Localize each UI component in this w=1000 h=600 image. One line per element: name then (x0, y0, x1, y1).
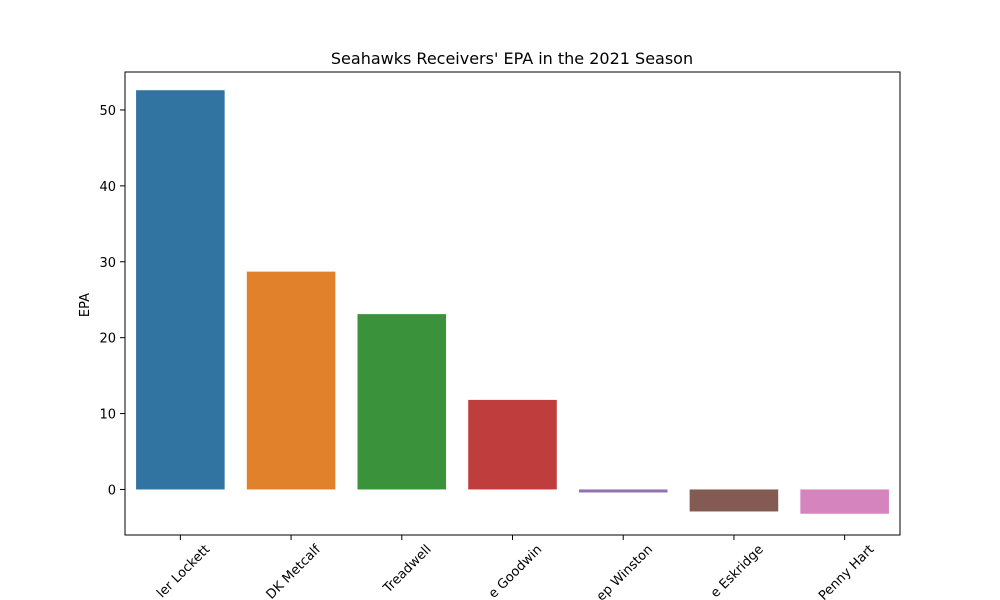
bar-5 (689, 489, 779, 512)
x-tick-label: Treadwell (380, 542, 435, 597)
x-tick-label: ler Lockett (154, 542, 213, 600)
y-tick-label: 0 (108, 483, 116, 498)
x-tick-label: e Eskridge (708, 542, 767, 600)
y-ticks: 0 10 20 30 40 50 (99, 104, 125, 498)
bar-0 (136, 90, 225, 490)
plot-frame (124, 71, 901, 536)
chart-title: Seahawks Receivers' EPA in the 2021 Seas… (331, 49, 693, 68)
y-tick-label: 50 (99, 104, 116, 119)
bar-6 (800, 489, 889, 514)
y-tick-label: 20 (99, 332, 116, 347)
bar-4 (578, 489, 668, 493)
y-tick-label: 30 (99, 256, 116, 271)
bars-layer (136, 90, 889, 514)
bar-3 (468, 399, 557, 490)
y-tick-label: 40 (99, 180, 116, 195)
x-tick-label: Penny Hart (816, 542, 877, 600)
y-tick-label: 10 (99, 408, 116, 423)
x-tick-label: e Goodwin (486, 542, 545, 600)
y-axis-label: EPA (78, 293, 93, 317)
x-tick-label: DK Metcalf (264, 542, 325, 600)
bar-2 (357, 314, 447, 490)
x-tick-label: ep Winston (594, 542, 656, 600)
bar-1 (246, 271, 336, 490)
x-ticks: ler Lockett DK Metcalf Treadwell e Goodwin e… (154, 535, 877, 600)
